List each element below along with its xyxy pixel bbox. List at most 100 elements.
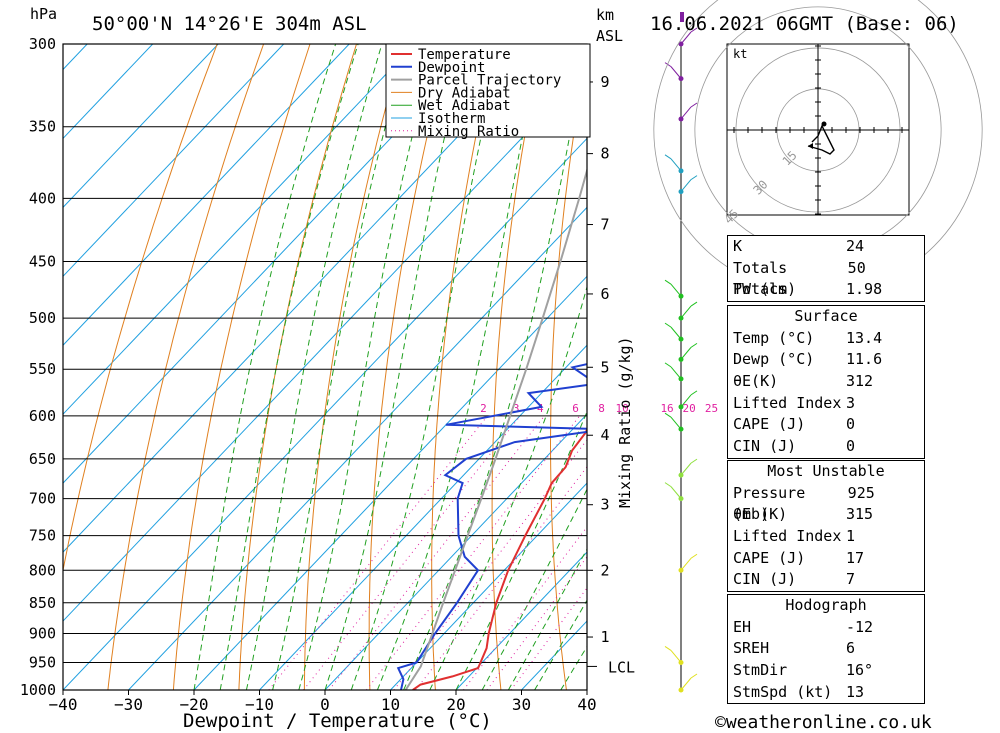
pressure-tick-label: 900 [29, 624, 56, 642]
wind-barb-flag [690, 342, 698, 348]
legend-label: Dewpoint [418, 60, 485, 76]
plot-frame [62, 43, 588, 691]
km-tick-label: 4 [600, 426, 609, 444]
mixing-ratio-line [328, 415, 545, 690]
pressure-tick-label: 750 [29, 527, 56, 545]
isobars: 300 350 400 450 500 550 600 650 700 750 800 850 900 9… [20, 35, 587, 699]
datetime-title: 16.06.2021 06GMT (Base: 06) [650, 13, 959, 35]
isotherm-line [259, 344, 587, 690]
isotherm-line [390, 482, 587, 690]
index-label: EH [733, 617, 752, 636]
wind-barb-flag [690, 458, 698, 464]
hodograph-indices-row: StmDir 16° [728, 660, 924, 682]
isotherm-line [63, 44, 350, 346]
temperature-line [412, 427, 587, 690]
location-title: 50°00'N 14°26'E 304m ASL [92, 13, 367, 35]
index-label: PW (cm) [733, 280, 797, 299]
hodograph-unit: kt [733, 47, 747, 61]
pressure-tick-label: 400 [29, 189, 56, 207]
mixing-ratio-axis-title: Mixing Ratio (g/kg) [616, 336, 634, 508]
wind-barb-flag [690, 553, 698, 559]
most-unstable-indices-row: Lifted Index 1 [728, 526, 924, 548]
most-unstable-indices-row: θE (K) 315 [728, 504, 924, 526]
x-tick-label: 40 [577, 695, 596, 714]
index-value: 315 [846, 505, 874, 524]
wind-top-marker [680, 12, 684, 22]
km-tick-label: 5 [600, 358, 609, 376]
wind-barb-flag [664, 322, 672, 328]
wind-barb [680, 305, 692, 319]
index-value: 925 [847, 483, 875, 502]
storm-motion-dot [821, 121, 827, 127]
axes: −40 −30 −20 −10 0 10 20 30 40 1 2 3 4 5 6 7 8 9 LCL [49, 73, 636, 714]
index-value: 16° [846, 661, 874, 680]
mixing-ratio-label: 20 [682, 402, 695, 415]
x-tick-label: 0 [320, 695, 330, 714]
dry-adiabat-line [107, 44, 265, 690]
wind-barb-flag [690, 673, 698, 679]
index-label: Pressure (mb) [733, 483, 806, 524]
km-tick-label: 7 [600, 216, 609, 234]
wet-adiabat-line [193, 44, 337, 690]
surface-indices-row: Dewp (°C) 11.6 [728, 349, 924, 371]
surface-indices-row: CAPE (J) 0 [728, 414, 924, 436]
isotherm-line [63, 44, 219, 209]
wind-barb [680, 347, 692, 360]
wind-barb [680, 557, 692, 571]
index-value: 0 [846, 415, 856, 434]
wind-barb-flag [664, 646, 672, 651]
most-unstable-indices-row: Pressure (mb) 925 [728, 483, 924, 524]
lcl-label: LCL [608, 658, 635, 676]
km-tick-label: 6 [600, 285, 609, 303]
general-indices-row: K 24 [728, 236, 924, 258]
mixing-ratio-label: 25 [705, 402, 718, 415]
isotherm-line [63, 44, 481, 484]
mixing-ratio-label: 2 [480, 402, 487, 415]
isotherm-line [455, 551, 587, 690]
isotherm-line [324, 413, 587, 690]
most-unstable-indices-row: CIN (J) 7 [728, 569, 924, 591]
isotherm-line [63, 137, 587, 690]
wet-adiabat-line [455, 410, 587, 690]
pressure-tick-label: 950 [29, 653, 56, 671]
wind-barb-flag [664, 482, 672, 488]
wet-adiabat-line [376, 44, 543, 690]
wind-barb-flag [664, 62, 672, 68]
asl-unit-label: ASL [596, 27, 623, 45]
wind-barb [680, 462, 692, 476]
index-value: 7 [846, 570, 856, 589]
dewpoint-line [396, 123, 587, 690]
wind-barb-column [664, 12, 698, 693]
x-tick-label: −40 [49, 695, 78, 714]
index-label: CIN (J) [733, 570, 797, 589]
index-value: 6 [846, 639, 856, 658]
km-unit-label: km [596, 6, 614, 24]
isotherm-line [63, 44, 154, 140]
pressure-unit-label: hPa [30, 5, 57, 23]
index-value: 13.4 [846, 328, 883, 347]
isotherm-line [0, 44, 22, 690]
wet-adiabat-line [481, 488, 587, 690]
surface-indices-row: Lifted Index 3 [728, 393, 924, 415]
footer-credit: ©weatheronline.co.uk [715, 712, 932, 733]
hodograph-trace [807, 124, 835, 155]
dry-adiabat-line [960, 44, 1000, 690]
mixing-ratio-labels: 2 3 4 6 8 10 16 20 25 [480, 402, 718, 415]
wind-barb [670, 416, 682, 430]
legend-label: Dry Adiabat [418, 85, 511, 101]
index-value: 1 [846, 527, 856, 546]
pressure-tick-label: 500 [29, 309, 56, 327]
wind-barb-flag [690, 175, 698, 181]
index-value: 0 [846, 437, 856, 456]
pressure-tick-label: 350 [29, 118, 56, 136]
legend-label: Isotherm [418, 111, 485, 127]
most-unstable-indices-row: CAPE (J) 17 [728, 548, 924, 570]
index-value: 1.98 [846, 280, 883, 299]
x-tick-label: 10 [381, 695, 400, 714]
mixing-ratio-label: 10 [616, 402, 629, 415]
pressure-tick-label: 600 [29, 407, 56, 425]
index-label: θE (K) [733, 505, 788, 524]
hodograph-indices-title: Hodograph [785, 596, 867, 614]
